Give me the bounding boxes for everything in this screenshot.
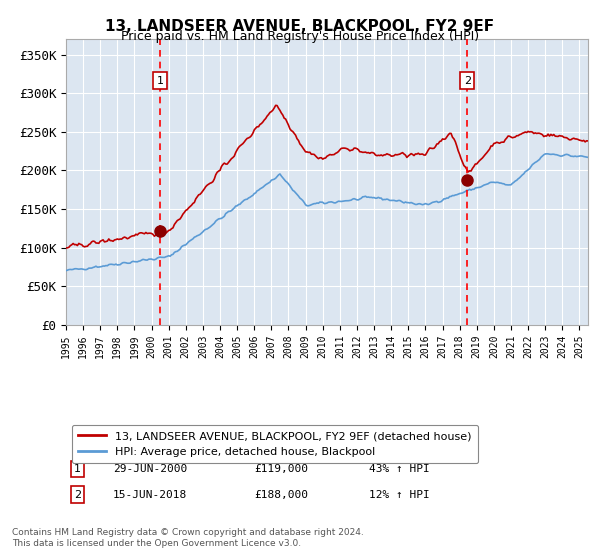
Text: 43% ↑ HPI: 43% ↑ HPI [369,464,430,474]
Text: 2: 2 [74,490,81,500]
Text: 12% ↑ HPI: 12% ↑ HPI [369,490,430,500]
Text: Price paid vs. HM Land Registry's House Price Index (HPI): Price paid vs. HM Land Registry's House … [121,30,479,43]
Text: Contains HM Land Registry data © Crown copyright and database right 2024.
This d: Contains HM Land Registry data © Crown c… [12,528,364,548]
Text: 29-JUN-2000: 29-JUN-2000 [113,464,187,474]
Text: 2: 2 [464,76,471,86]
Text: 1: 1 [157,76,163,86]
Text: £188,000: £188,000 [254,490,308,500]
Text: £119,000: £119,000 [254,464,308,474]
Text: 15-JUN-2018: 15-JUN-2018 [113,490,187,500]
Text: 1: 1 [74,464,81,474]
Text: 13, LANDSEER AVENUE, BLACKPOOL, FY2 9EF: 13, LANDSEER AVENUE, BLACKPOOL, FY2 9EF [106,19,494,34]
Legend: 13, LANDSEER AVENUE, BLACKPOOL, FY2 9EF (detached house), HPI: Average price, de: 13, LANDSEER AVENUE, BLACKPOOL, FY2 9EF … [71,424,478,464]
